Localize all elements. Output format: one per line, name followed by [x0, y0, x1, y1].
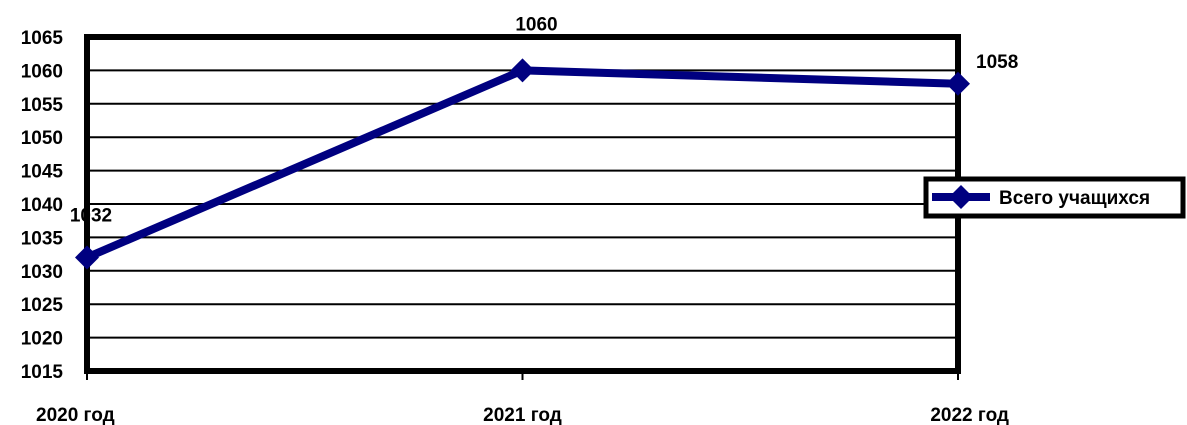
x-tick-label: 2021 год	[483, 405, 562, 425]
y-tick-label: 1050	[21, 128, 63, 149]
y-tick-label: 1060	[21, 61, 63, 82]
x-axis: 2020 год 2021 год 2022 год	[36, 371, 1009, 425]
x-tick-label: 2020 год	[36, 405, 115, 425]
y-tick-label: 1020	[21, 329, 63, 350]
data-point-marker	[511, 58, 535, 82]
y-tick-label: 1040	[21, 195, 63, 216]
y-tick-label: 1035	[21, 228, 64, 249]
series-line	[87, 70, 958, 257]
x-tick-label: 2022 год	[930, 405, 1009, 425]
data-labels: 1032 1060 1058	[70, 14, 1018, 226]
data-label: 1032	[70, 205, 112, 226]
y-tick-label: 1030	[21, 262, 63, 283]
y-tick-label: 1015	[21, 362, 64, 383]
y-tick-label: 1065	[21, 28, 64, 49]
y-tick-label: 1045	[21, 162, 64, 183]
data-label: 1058	[976, 52, 1018, 73]
data-point-marker	[75, 245, 99, 269]
data-label: 1060	[515, 14, 557, 35]
data-point-marker	[946, 72, 970, 96]
y-axis-tick-labels: 1015 1020 1025 1030 1035 1040 1045 1050 1055 1060…	[21, 28, 64, 383]
y-tick-label: 1025	[21, 295, 64, 316]
y-tick-label: 1055	[21, 95, 64, 116]
legend: Всего учащихся	[926, 179, 1183, 216]
legend-label: Всего учащихся	[999, 188, 1150, 209]
